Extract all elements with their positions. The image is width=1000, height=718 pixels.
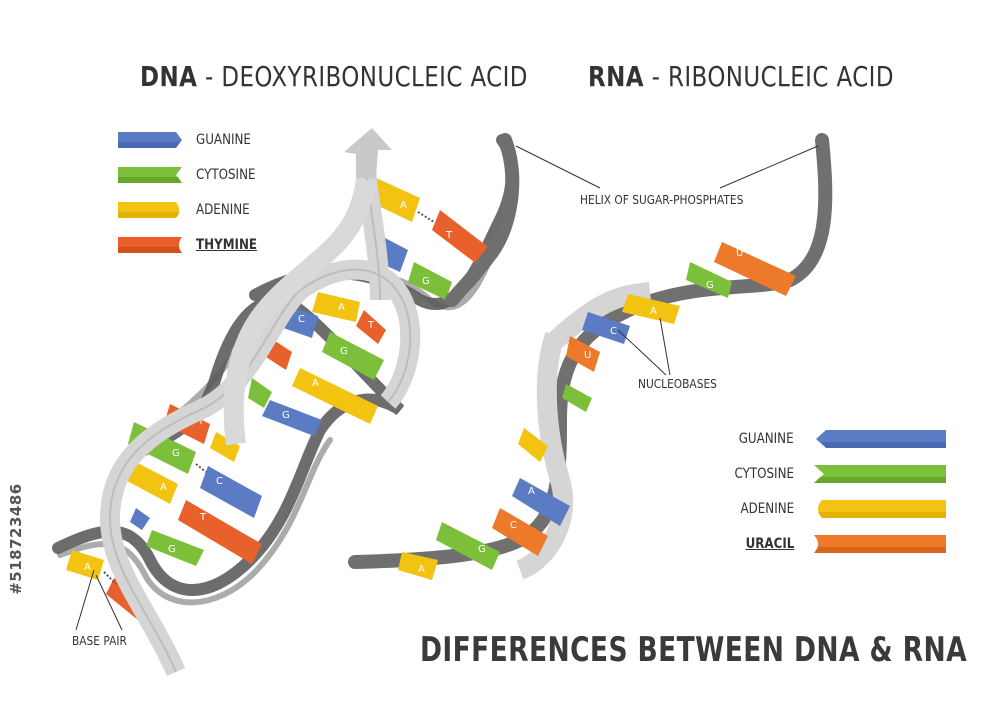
adenine-swatch-icon [118,202,180,218]
rna-title-rest: - RIBONUCLEIC ACID [643,60,894,93]
base-letter: T [199,512,207,523]
base-letter: A [160,482,167,493]
rna-bases: U G A C U A C [398,242,796,580]
rna-base-1: U [714,242,796,296]
rna-legend-adenine-label: ADENINE [740,501,794,517]
uracil-swatch-icon [814,535,946,553]
base-letter: C [216,476,223,487]
arrow-up-icon [344,128,392,178]
dna-title-rest: - DEOXYRIBONUCLEIC ACID [197,60,528,93]
nucleobases-annotation: NUCLEOBASES [638,376,717,391]
helix-annotation: HELIX OF SUGAR-PHOSPHATES [580,192,744,207]
base-letter: G [478,544,486,555]
base-letter: G [282,410,290,421]
guanine-swatch-icon [118,132,182,148]
base-letter: G [706,280,714,291]
main-title: DIFFERENCES BETWEEN DNA & RNA [420,630,967,670]
base-letter: T [367,320,375,331]
rna-legend-uracil: URACIL [700,533,946,555]
base-letter: A [528,486,535,497]
base-letter: G [422,276,430,287]
dna-title-bold: DNA [140,60,198,93]
base-letter: C [298,314,305,325]
rna-base-11: A [398,552,438,580]
base-pair-annotation: BASE PAIR [72,633,127,648]
guanine-swatch-icon [816,430,946,448]
dna-title: DNA - DEOXYRIBONUCLEIC ACID [140,60,528,93]
dna-front-ribbon-2 [223,178,376,446]
dna-pair-1: A T [366,176,492,268]
rna-base-2: G [686,262,732,298]
base-letter: T [445,230,453,241]
cytosine-swatch-icon [118,167,182,183]
dna-legend-adenine: ADENINE [118,200,259,220]
base-letter: G [340,346,348,357]
rna-base-6 [562,384,592,412]
watermark-id: #518723486 [6,483,25,595]
dna-legend-guanine-label: GUANINE [196,132,251,148]
base-letter: C [510,520,517,531]
rna-legend-uracil-label: URACIL [745,536,794,552]
dna-legend-cytosine: CYTOSINE [118,165,266,185]
rna-base-10: G [436,522,500,570]
rna-legend-adenine: ADENINE [700,498,946,520]
base-letter: G [168,544,176,555]
cytosine-swatch-icon [814,465,946,483]
rna-legend-guanine: GUANINE [700,428,946,450]
rna-base-5: U [566,336,600,372]
dna-legend-cytosine-label: CYTOSINE [196,167,256,183]
base-letter: U [584,350,591,361]
rna-base-7 [518,428,548,462]
thymine-swatch-icon [118,237,182,253]
dna-front-ribbon [99,170,421,676]
base-letter: A [400,200,407,211]
base-letter: G [172,448,180,459]
dna-legend-thymine: THYMINE [118,235,268,255]
base-letter: U [736,248,743,259]
rna-base-3: A [622,294,680,324]
rna-title: RNA - RIBONUCLEIC ACID [588,60,894,93]
base-letter: A [338,302,345,313]
rna-title-bold: RNA [588,60,644,93]
base-letter: A [418,564,425,575]
rna-base-9: C [492,508,548,556]
base-letter: A [84,562,91,573]
dna-pair-6: G [248,378,322,436]
base-letter: A [650,306,657,317]
base-letter: A [312,378,319,389]
rna-base-4: C [582,312,630,344]
rna-base-8: A [512,478,570,526]
adenine-swatch-icon [818,500,946,518]
dna-pair-10: G [130,508,204,566]
dna-legend-guanine: GUANINE [118,130,261,150]
rna-light-ribbon [515,282,652,580]
dna-legend-thymine-label: THYMINE [196,237,258,253]
rna-legend-guanine-label: GUANINE [739,431,794,447]
base-letter: T [197,416,205,427]
rna-legend-cytosine-label: CYTOSINE [734,466,795,482]
dna-pair-3: A T [312,292,386,344]
dna-front-ribbon-edge [108,171,412,673]
base-letter: C [610,326,617,337]
rna-upper-ribbon [445,133,520,307]
rna-legend-cytosine: CYTOSINE [700,463,946,485]
dna-legend-adenine-label: ADENINE [196,202,250,218]
